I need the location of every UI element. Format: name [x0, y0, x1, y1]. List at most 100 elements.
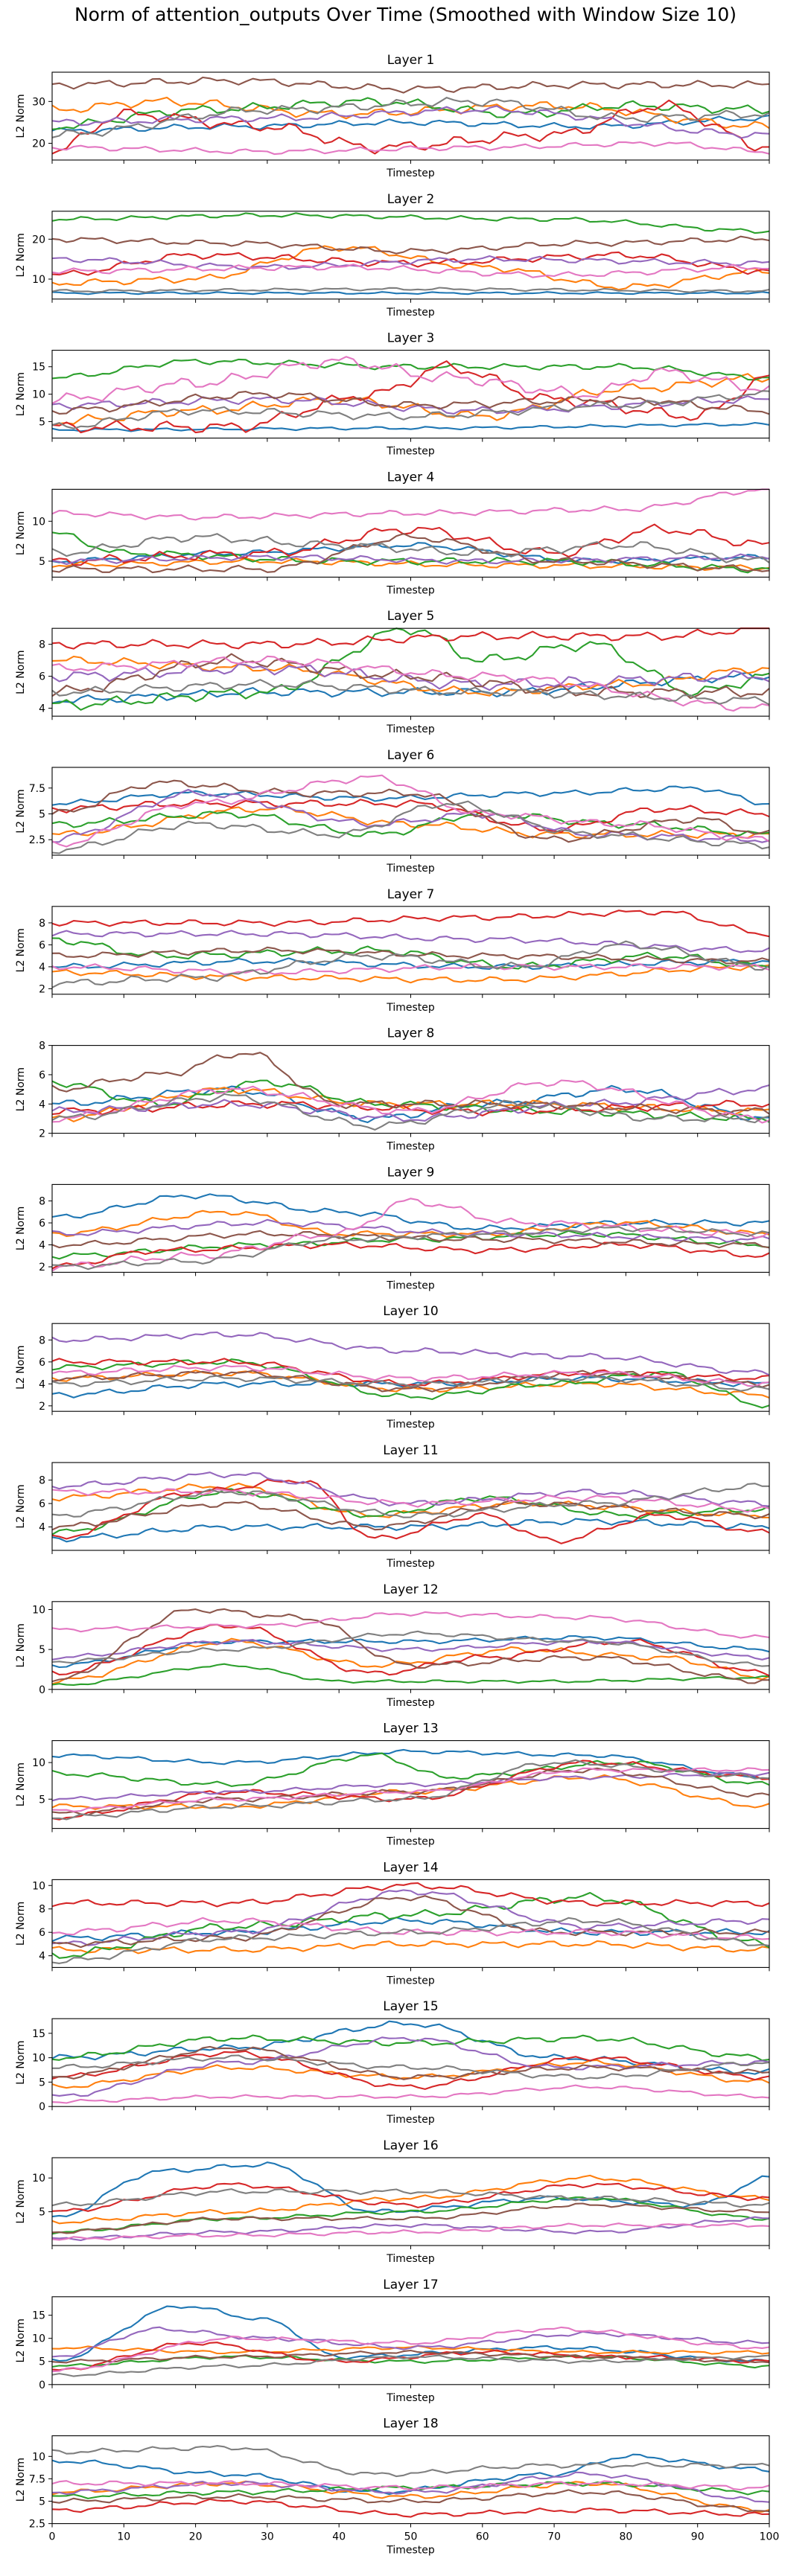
series-line-1 — [51, 291, 770, 295]
series-line-3 — [51, 358, 770, 381]
y-tick-label: 5 — [39, 2077, 45, 2088]
chart-title: Layer 2 — [387, 192, 435, 207]
series-line-8 — [51, 800, 770, 854]
x-axis-label: Timestep — [386, 1558, 435, 1570]
series-line-5 — [51, 2036, 770, 2097]
y-tick-label: 4 — [39, 1240, 45, 1252]
series-line-7 — [51, 655, 770, 712]
y-tick-label: 6 — [39, 939, 45, 951]
y-tick-label: 4 — [39, 962, 45, 974]
series-line-6 — [51, 235, 770, 255]
series-line-5 — [51, 553, 770, 566]
series-line-7 — [51, 2326, 770, 2373]
series-line-6 — [51, 2489, 770, 2513]
chart-layer-1: Layer 1 20 30 Timestep L2 Norm — [15, 53, 770, 179]
y-tick-label: 6 — [39, 1927, 45, 1939]
y-tick-label: 2 — [39, 1128, 45, 1140]
series-line-5 — [51, 1889, 770, 1946]
x-tick-label: 90 — [691, 2531, 705, 2543]
chart-layer-13: Layer 13 5 10 Timestep L2 Norm — [15, 1722, 770, 1848]
series-line-3 — [51, 1358, 770, 1409]
y-tick-label: 2 — [39, 1262, 45, 1273]
x-axis-label: Timestep — [386, 1975, 435, 1987]
series-line-2 — [51, 1209, 770, 1239]
series-line-7 — [51, 2084, 770, 2104]
series-line-4 — [51, 2182, 770, 2212]
series-line-2 — [51, 1482, 769, 1518]
series-line-1 — [51, 2453, 770, 2496]
series-line-4 — [51, 2342, 770, 2371]
series-line-8 — [51, 2354, 770, 2377]
x-tick-label: 70 — [547, 2531, 561, 2543]
chart-title: Layer 5 — [387, 609, 435, 624]
y-axis-label: L2 Norm — [15, 651, 27, 694]
y-tick-label: 10 — [32, 2053, 45, 2065]
x-tick-label: 0 — [49, 2531, 56, 2543]
y-tick-label: 8 — [39, 639, 45, 651]
y-tick-label: 20 — [32, 138, 45, 150]
chart-title: Layer 12 — [383, 1582, 438, 1597]
chart-layer-17: Layer 17 0 5 10 15 Timestep L2 Norm — [15, 2278, 770, 2404]
series-line-8 — [51, 1917, 770, 1964]
series-line-1 — [51, 1917, 770, 1942]
series-line-8 — [51, 1226, 770, 1271]
series-line-2 — [51, 1940, 770, 1955]
series-line-3 — [51, 1891, 770, 1959]
series-line-1 — [51, 421, 770, 432]
series-line-2 — [51, 1637, 770, 1685]
series-line-4 — [51, 523, 770, 566]
series-line-3 — [51, 212, 770, 234]
series-line-4 — [51, 360, 770, 434]
series-line-2 — [51, 373, 770, 426]
series-line-3 — [51, 531, 770, 574]
y-tick-label: 4 — [39, 1378, 45, 1390]
chart-title: Layer 7 — [387, 887, 435, 902]
chart-title: Layer 4 — [387, 470, 435, 485]
x-axis-label: Timestep — [386, 1836, 435, 1848]
y-tick-label: 10 — [32, 1757, 45, 1769]
y-axis-label: L2 Norm — [15, 233, 27, 277]
y-tick-label: 10 — [32, 2451, 45, 2463]
series-line-2 — [51, 1087, 770, 1122]
series-line-7 — [51, 488, 769, 521]
y-tick-label: 6 — [39, 671, 45, 683]
y-tick-label: 2.5 — [29, 834, 45, 846]
series-line-7 — [51, 141, 770, 156]
x-axis-label: Timestep — [386, 446, 435, 458]
series-line-6 — [51, 653, 770, 700]
series-line-4 — [51, 1882, 770, 1908]
chart-layer-14: Layer 14 4 6 8 10 Timestep L2 Norm — [15, 1860, 770, 1987]
y-tick-label: 10 — [32, 1605, 45, 1617]
y-tick-label: 5 — [39, 1794, 45, 1806]
x-tick-label: 30 — [261, 2531, 274, 2543]
plot-frame — [51, 1740, 770, 1829]
series-line-7 — [51, 1364, 770, 1387]
series-line-6 — [51, 533, 770, 574]
y-tick-label: 2 — [39, 1401, 45, 1413]
series-line-6 — [51, 1608, 769, 1684]
series-line-8 — [52, 1759, 770, 1821]
chart-layer-7: Layer 7 2 4 6 8 Timestep L2 Norm — [15, 887, 770, 1014]
y-axis-label: L2 Norm — [15, 2179, 27, 2223]
series-line-6 — [51, 2202, 770, 2234]
series-line-4 — [51, 1241, 770, 1270]
series-line-4 — [51, 2050, 770, 2090]
series-line-2 — [51, 2345, 770, 2355]
y-tick-label: 8 — [39, 1196, 45, 1208]
chart-title: Layer 18 — [383, 2417, 438, 2432]
y-tick-label: 5 — [39, 556, 45, 568]
x-tick-label: 50 — [404, 2531, 418, 2543]
series-line-4 — [51, 799, 770, 834]
series-line-7 — [51, 2222, 770, 2241]
y-tick-label: 30 — [32, 96, 45, 108]
series-line-8 — [51, 390, 770, 429]
series-line-5 — [51, 2326, 770, 2358]
chart-title: Layer 1 — [387, 53, 435, 68]
chart-title: Layer 11 — [383, 1443, 438, 1458]
series-line-3 — [51, 627, 770, 711]
x-tick-label: 100 — [760, 2531, 780, 2543]
x-axis-label: Timestep — [386, 584, 435, 596]
chart-title: Layer 16 — [383, 2138, 438, 2153]
x-tick-label: 40 — [332, 2531, 346, 2543]
y-tick-label: 8 — [39, 1475, 45, 1487]
